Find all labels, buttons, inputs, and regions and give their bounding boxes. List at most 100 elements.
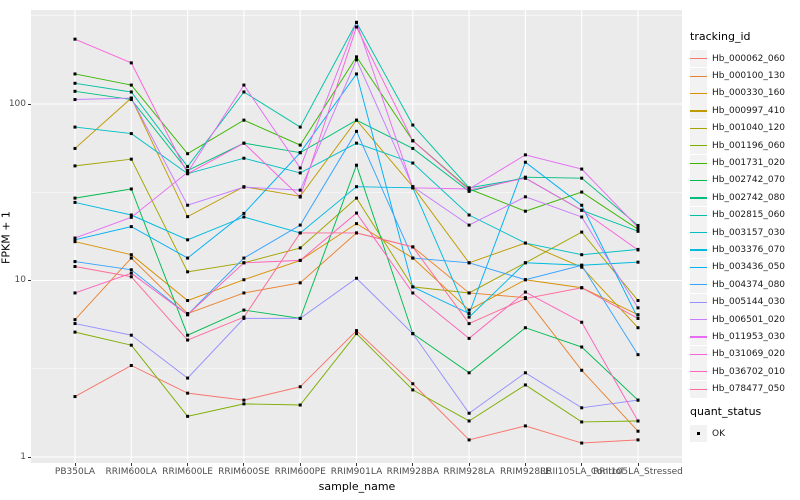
legend-key-icon (690, 137, 707, 155)
x-tick-label-RRIM928LA: RRIM928LA (443, 467, 495, 477)
legend-item-label: Hb_000997_410 (712, 105, 786, 116)
legend-item-Hb_001731_020: Hb_001731_020 (690, 154, 798, 172)
data-point (73, 236, 77, 240)
data-point (73, 89, 77, 93)
data-point (242, 90, 246, 94)
legend-key-icon (690, 84, 707, 102)
legend-item-label: Hb_006501_020 (712, 314, 786, 325)
legend-item-label: Hb_001196_060 (712, 140, 786, 151)
data-point (636, 419, 640, 423)
data-point (467, 336, 471, 340)
data-point (411, 382, 415, 386)
y-tick-label: 100 (8, 98, 26, 109)
data-point (242, 141, 246, 145)
data-point (580, 441, 584, 445)
data-point (73, 72, 77, 76)
data-point (636, 299, 640, 303)
data-point (73, 200, 77, 204)
legend-item-Hb_003157_030: Hb_003157_030 (690, 224, 798, 242)
data-point (298, 246, 302, 250)
data-point (355, 55, 358, 59)
legend-item-label: Hb_000062_060 (712, 53, 786, 64)
legend-item-Hb_011953_030: Hb_011953_030 (690, 328, 798, 346)
data-point (355, 332, 358, 336)
legend-item-label: Hb_001040_120 (712, 123, 786, 134)
data-point (580, 320, 584, 324)
data-point (411, 285, 415, 289)
data-point (523, 278, 527, 282)
data-point (186, 338, 190, 342)
data-point (298, 385, 302, 389)
data-point (467, 419, 471, 423)
data-point (298, 223, 302, 227)
data-point (73, 260, 77, 264)
data-point (355, 72, 358, 76)
data-point (73, 330, 77, 334)
x-tick-label-RRIM928BA: RRIM928BA (386, 467, 440, 477)
x-tick-mark (581, 463, 583, 466)
data-point (411, 161, 415, 165)
x-tick-mark (130, 463, 132, 466)
data-point (467, 315, 471, 319)
data-point (186, 238, 190, 242)
data-point (355, 185, 358, 189)
data-point (129, 132, 133, 136)
data-point (411, 245, 415, 249)
data-point (129, 268, 133, 272)
legend-item-label: Hb_031069_020 (712, 349, 786, 360)
legend-item-Hb_002742_080: Hb_002742_080 (690, 189, 798, 207)
y-axis-title: FPKM + 1 (0, 211, 13, 264)
data-point (242, 291, 246, 295)
data-point (523, 261, 527, 265)
plot-canvas (31, 10, 682, 463)
data-point (355, 329, 358, 333)
data-point (411, 146, 415, 150)
data-point (129, 61, 133, 65)
data-point (523, 209, 527, 213)
x-tick-mark (412, 463, 414, 466)
data-point (298, 281, 302, 285)
data-point (411, 291, 415, 295)
data-point (411, 139, 415, 143)
data-point (242, 118, 246, 122)
data-point (355, 118, 358, 122)
legend-item-label: Hb_003157_030 (712, 227, 786, 238)
data-point (580, 215, 584, 219)
legend-item-label: Hb_004374_080 (712, 279, 786, 290)
data-point (355, 196, 358, 200)
data-point (298, 188, 302, 192)
y-tick-label: 10 (14, 275, 26, 285)
data-point (523, 195, 527, 199)
data-point (467, 213, 471, 217)
data-point (298, 171, 302, 175)
legend-quant-status: quant_status OK (690, 405, 798, 442)
x-tick-mark (299, 463, 301, 466)
data-point (355, 163, 358, 167)
x-tick-label-RRIM600LA: RRIM600LA (105, 467, 158, 477)
data-point (636, 260, 640, 264)
data-point (636, 353, 640, 357)
x-tick-label-RRIM600SE: RRIM600SE (218, 467, 270, 477)
data-point (242, 402, 246, 406)
data-point (242, 156, 246, 160)
legend-item-Hb_000330_160: Hb_000330_160 (690, 84, 798, 102)
data-point (298, 231, 302, 235)
data-point (129, 187, 133, 191)
data-point (242, 185, 246, 189)
data-point (242, 215, 246, 219)
data-point (636, 306, 640, 310)
data-point (129, 253, 133, 257)
data-point (242, 398, 246, 402)
x-tick-mark (74, 463, 76, 466)
data-point (242, 261, 246, 265)
data-point (129, 83, 133, 87)
data-point (636, 398, 640, 402)
data-point (523, 241, 527, 245)
data-point (298, 403, 302, 407)
x-tick-label-RRIM600LE: RRIM600LE (162, 467, 213, 477)
x-axis-title: sample_name (318, 480, 396, 493)
legend-item-label: Hb_002742_080 (712, 192, 786, 203)
data-point (580, 263, 584, 267)
legend: tracking_id Hb_000062_060 Hb_000100_130 Hb… (690, 30, 798, 442)
data-point (186, 165, 190, 169)
